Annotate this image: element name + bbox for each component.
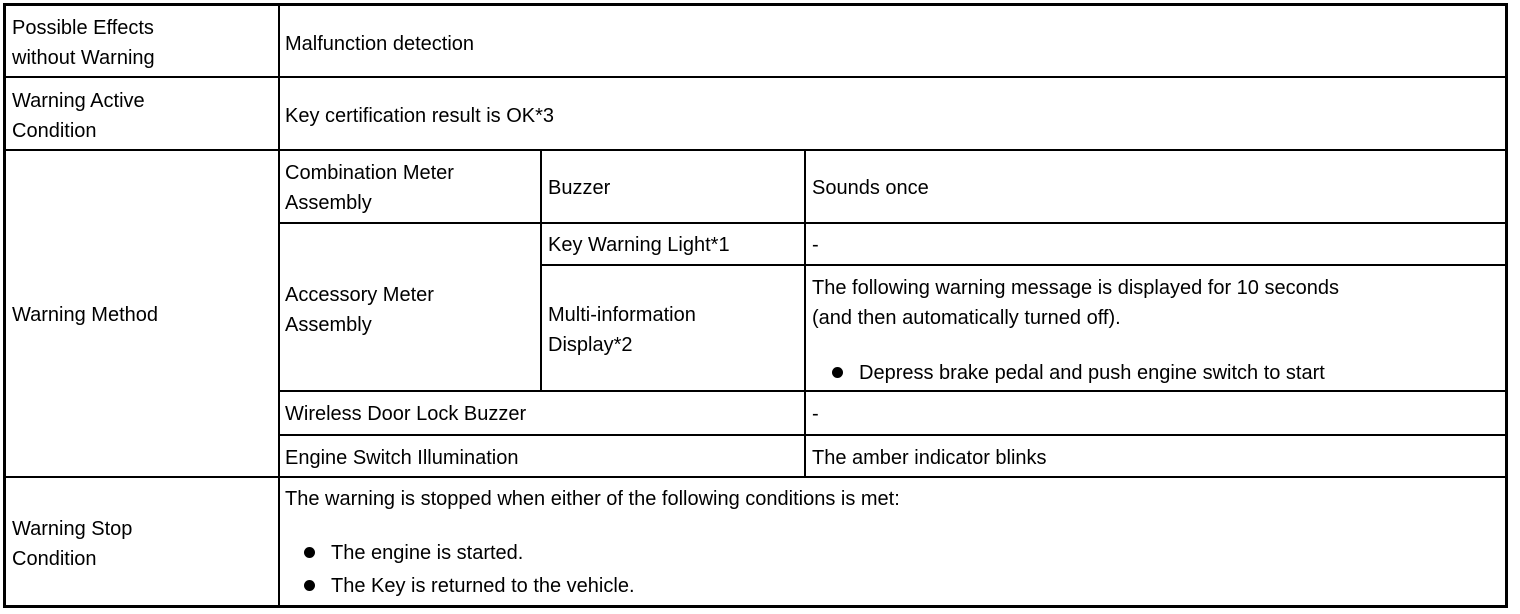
sub-label: Wireless Door Lock Buzzer — [285, 403, 527, 425]
item-value: The following warning message is display… — [812, 277, 1339, 299]
border-right — [1505, 3, 1508, 608]
bullet-item: Depress brake pedal and push engine swit… — [832, 361, 1325, 385]
row-label: Warning Active — [12, 90, 145, 112]
divider — [279, 434, 1507, 436]
sub-label: Combination Meter — [285, 162, 454, 184]
item-value: Sounds once — [812, 177, 929, 199]
bullet-icon — [832, 367, 843, 378]
row-value: The warning is stopped when either of th… — [285, 488, 900, 510]
border-bottom — [3, 605, 1508, 608]
divider — [278, 5, 280, 607]
divider — [279, 222, 1507, 224]
row-label: without Warning — [12, 47, 155, 69]
item-value: - — [812, 403, 819, 425]
sub-label: Accessory Meter — [285, 284, 434, 306]
divider — [540, 150, 542, 391]
sub-label: Assembly — [285, 314, 372, 336]
item-label: Key Warning Light*1 — [548, 234, 730, 256]
divider — [804, 150, 806, 477]
divider — [541, 264, 1507, 266]
item-label: Display*2 — [548, 334, 633, 356]
divider — [5, 149, 1507, 151]
bullet-icon — [304, 547, 315, 558]
border-left — [3, 3, 6, 608]
row-label: Condition — [12, 548, 97, 570]
divider — [5, 476, 1507, 478]
row-label: Possible Effects — [12, 17, 154, 39]
item-value: The amber indicator blinks — [812, 447, 1047, 469]
bullet-text: The Key is returned to the vehicle. — [331, 575, 635, 597]
row-value: Malfunction detection — [285, 33, 475, 55]
item-value: - — [812, 234, 819, 256]
bullet-text: The engine is started. — [331, 542, 524, 564]
divider — [279, 390, 1507, 392]
bullet-item: The engine is started. — [304, 541, 523, 565]
item-label: Multi-information — [548, 304, 696, 326]
row-label: Warning Method — [12, 304, 158, 326]
sub-label: Assembly — [285, 192, 372, 214]
divider — [5, 76, 1507, 78]
item-value: (and then automatically turned off). — [812, 307, 1121, 329]
bullet-item: The Key is returned to the vehicle. — [304, 574, 635, 598]
item-label: Buzzer — [548, 177, 611, 199]
sub-label: Engine Switch Illumination — [285, 447, 519, 469]
row-value: Key certification result is OK*3 — [285, 105, 554, 127]
bullet-icon — [304, 580, 315, 591]
bullet-text: Depress brake pedal and push engine swit… — [859, 362, 1325, 384]
row-label: Warning Stop — [12, 518, 133, 540]
row-label: Condition — [12, 120, 97, 142]
border-top — [3, 3, 1508, 6]
